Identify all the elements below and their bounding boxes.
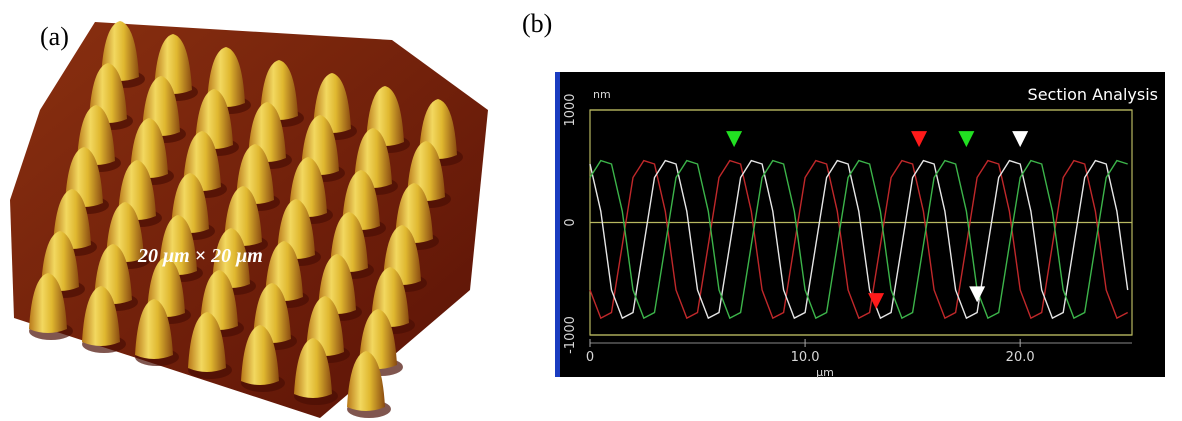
surface-bumps bbox=[29, 21, 463, 418]
bump bbox=[135, 299, 173, 359]
series-line bbox=[589, 159, 1128, 320]
panel-label: (a) bbox=[40, 22, 69, 51]
bump bbox=[82, 286, 120, 346]
scale-text: 20 μm × 20 μm bbox=[137, 245, 263, 267]
bump bbox=[294, 338, 332, 398]
y-tick-label: 0 bbox=[563, 218, 578, 226]
plot-background bbox=[560, 72, 1165, 377]
cursor-marker bbox=[969, 286, 986, 303]
bump bbox=[347, 351, 385, 411]
cursor-marker bbox=[868, 293, 885, 310]
x-axis-label: μm bbox=[816, 366, 834, 379]
y-tick-label: -1000 bbox=[563, 316, 578, 354]
cursor-marker bbox=[726, 131, 743, 148]
x-tick-label: 10.0 bbox=[791, 350, 820, 365]
y-axis-unit: nm bbox=[593, 88, 611, 101]
bump bbox=[241, 325, 279, 385]
bump bbox=[29, 273, 67, 333]
panel-label: (b) bbox=[522, 9, 552, 38]
edge-stripe bbox=[555, 72, 560, 377]
cursor-marker bbox=[911, 131, 928, 148]
x-tick-label: 0 bbox=[586, 350, 594, 365]
y-tick-label: 1000 bbox=[563, 93, 578, 126]
series-line bbox=[589, 159, 1129, 320]
cursor-marker bbox=[958, 131, 975, 148]
chart: Section Analysis nm μm -1000 0 1000 0 10.0 20.0 bbox=[563, 85, 1158, 379]
bump bbox=[188, 312, 226, 372]
x-tick-label: 20.0 bbox=[1006, 350, 1035, 365]
cursor-marker bbox=[1012, 131, 1029, 148]
series-line bbox=[589, 159, 1129, 320]
chart-title: Section Analysis bbox=[1028, 85, 1158, 104]
